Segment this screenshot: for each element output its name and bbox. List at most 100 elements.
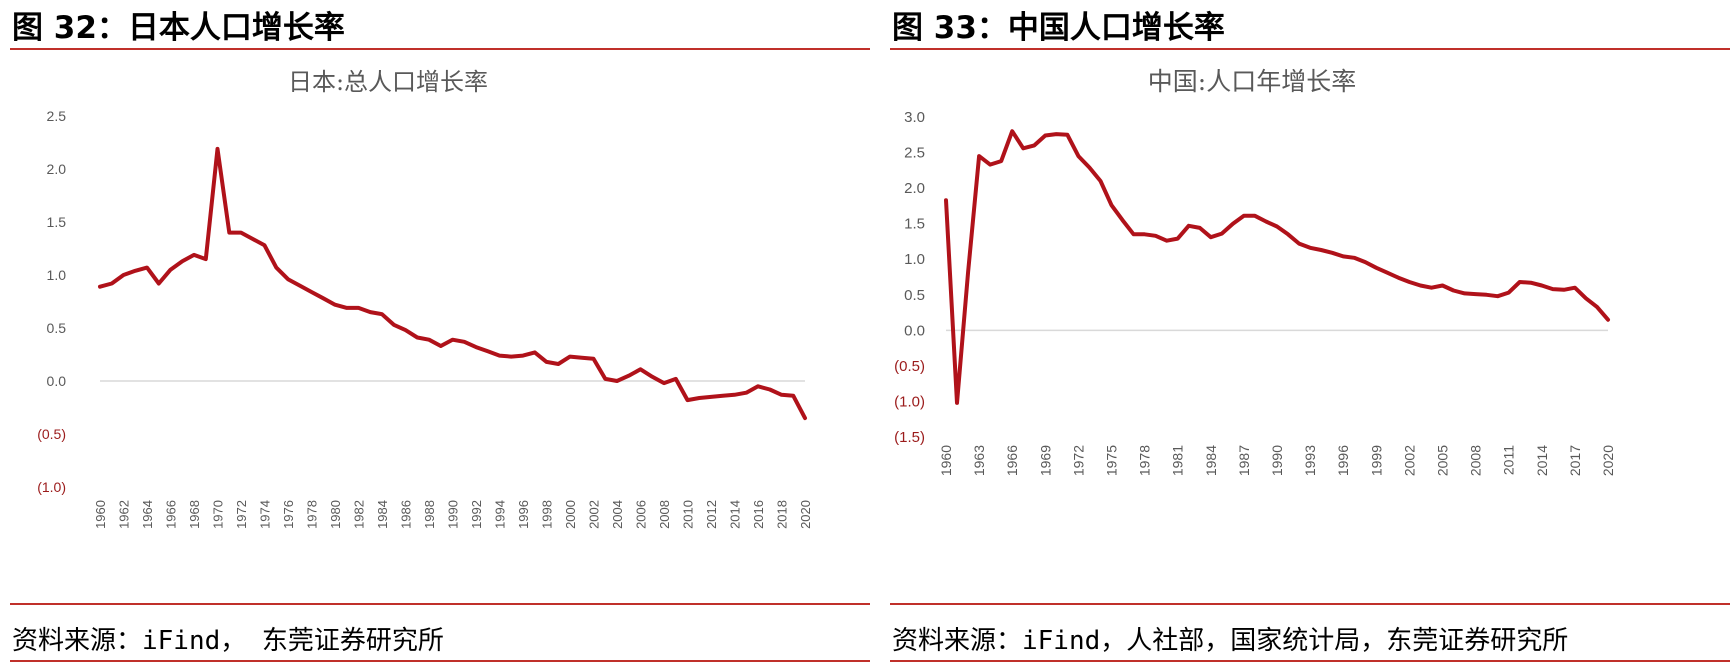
y-tick-label: (0.5) xyxy=(37,426,66,442)
y-tick-label: 1.0 xyxy=(47,267,67,283)
y-tick-label: 2.0 xyxy=(47,161,67,177)
plot-area: 日本:总人口增长率 2.5 2.0 1.5 1.0 0.5 0.0 (0.5) (1.0) 196… xyxy=(37,68,813,529)
y-tick-label: 3.0 xyxy=(904,109,925,126)
data-point xyxy=(533,351,536,354)
data-point xyxy=(545,360,548,363)
x-tick-label: 1960 xyxy=(938,445,954,476)
data-point xyxy=(1584,297,1587,300)
x-tick-label: 1984 xyxy=(1203,445,1219,476)
x-tick-label: 2020 xyxy=(1600,445,1616,476)
x-tick-label: 1988 xyxy=(422,500,437,529)
x-tick-label: 1987 xyxy=(1236,445,1252,476)
x-tick-label: 1999 xyxy=(1368,445,1384,476)
data-point xyxy=(1320,248,1323,251)
data-point xyxy=(1342,255,1345,258)
plot-area: 中国:人口年增长率 3.0 2.5 2.0 1.5 1.0 0.5 0.0 (0.5) (1.0)… xyxy=(894,67,1616,476)
data-point xyxy=(1110,204,1113,207)
data-point xyxy=(989,163,992,166)
data-point xyxy=(193,253,196,256)
x-tick-label: 1984 xyxy=(375,500,390,529)
data-point xyxy=(1198,226,1201,229)
y-tick-label: (0.5) xyxy=(894,358,925,375)
data-point xyxy=(1242,214,1245,217)
data-point xyxy=(1055,133,1058,136)
data-point xyxy=(1298,242,1301,245)
data-point xyxy=(627,374,630,377)
data-point xyxy=(721,394,724,397)
figure-panel-china: 图 33：中国人口增长率 中国:人口年增长率 3.0 2.5 2.0 1.5 1.0 0.5… xyxy=(890,0,1730,672)
data-point xyxy=(698,396,701,399)
data-point xyxy=(1231,222,1234,225)
data-point xyxy=(604,377,607,380)
data-point xyxy=(1607,318,1610,321)
figure-panel-japan: 图 32：日本人口增长率 日本:总人口增长率 2.5 2.0 1.5 1.0 0.5 0.0… xyxy=(10,10,870,662)
x-tick-label: 1974 xyxy=(258,500,273,529)
data-point xyxy=(381,313,384,316)
divider-top xyxy=(10,48,870,50)
x-tick-label: 1982 xyxy=(352,500,367,529)
series-line xyxy=(98,146,807,421)
data-point xyxy=(674,377,677,380)
data-point xyxy=(1287,233,1290,236)
data-point xyxy=(1132,233,1135,236)
x-tick-label: 1990 xyxy=(446,500,461,529)
data-point xyxy=(416,336,419,339)
x-tick-label: 2017 xyxy=(1567,445,1583,476)
y-tick-label: (1.0) xyxy=(37,479,66,495)
figure-title: 图 32：日本人口增长率 xyxy=(12,10,345,46)
data-point xyxy=(392,323,395,326)
x-tick-label: 1978 xyxy=(1137,445,1153,476)
data-point xyxy=(287,278,290,281)
data-point xyxy=(1022,147,1025,150)
data-point xyxy=(345,306,348,309)
china-line-chart: 中国:人口年增长率 3.0 2.5 2.0 1.5 1.0 0.5 0.0 (0.5) (1.0)… xyxy=(894,67,1616,476)
source-note: 资料来源：iFind， 东莞证券研究所 xyxy=(12,626,444,656)
x-tick-label: 1996 xyxy=(1335,445,1351,476)
series-line xyxy=(944,129,1610,405)
data-point xyxy=(1496,295,1499,298)
x-tick-label: 1998 xyxy=(540,500,555,529)
x-tick-label: 1969 xyxy=(1037,445,1053,476)
y-tick-label: 2.0 xyxy=(904,180,925,197)
data-point xyxy=(1441,284,1444,287)
data-point xyxy=(1088,166,1091,169)
x-tick-label: 2008 xyxy=(1468,445,1484,476)
data-point xyxy=(1595,305,1598,308)
y-tick-label: (1.5) xyxy=(894,429,925,446)
data-point xyxy=(1309,246,1312,249)
data-point xyxy=(1077,155,1080,158)
data-point xyxy=(1044,134,1047,137)
data-point xyxy=(956,401,959,404)
data-point xyxy=(1408,280,1411,283)
data-point xyxy=(978,155,981,158)
data-point xyxy=(663,382,666,385)
x-tick-label: 1980 xyxy=(328,500,343,529)
data-point xyxy=(1540,284,1543,287)
divider-top xyxy=(890,48,1730,50)
data-point xyxy=(1386,271,1389,274)
data-point xyxy=(1209,236,1212,239)
chart-title: 日本:总人口增长率 xyxy=(288,68,488,96)
x-tick-label: 2004 xyxy=(610,500,625,529)
x-tick-label: 2006 xyxy=(634,500,649,529)
data-point xyxy=(1419,284,1422,287)
data-point xyxy=(1551,288,1554,291)
data-point xyxy=(275,266,278,269)
x-tick-label: 2002 xyxy=(587,500,602,529)
x-tick-label: 1964 xyxy=(140,500,155,529)
data-point xyxy=(1507,291,1510,294)
data-point xyxy=(263,244,266,247)
data-point xyxy=(1276,225,1279,228)
data-point xyxy=(1430,286,1433,289)
x-tick-label: 2010 xyxy=(681,500,696,529)
data-point xyxy=(745,391,748,394)
data-point xyxy=(1033,144,1036,147)
data-point xyxy=(216,147,219,150)
x-tick-label: 1976 xyxy=(281,500,296,529)
data-point xyxy=(1463,292,1466,295)
data-point xyxy=(1573,286,1576,289)
x-tick-label: 2005 xyxy=(1435,445,1451,476)
data-point xyxy=(169,268,172,271)
x-tick-label: 2016 xyxy=(751,500,766,529)
y-tick-label: (1.0) xyxy=(894,393,925,410)
